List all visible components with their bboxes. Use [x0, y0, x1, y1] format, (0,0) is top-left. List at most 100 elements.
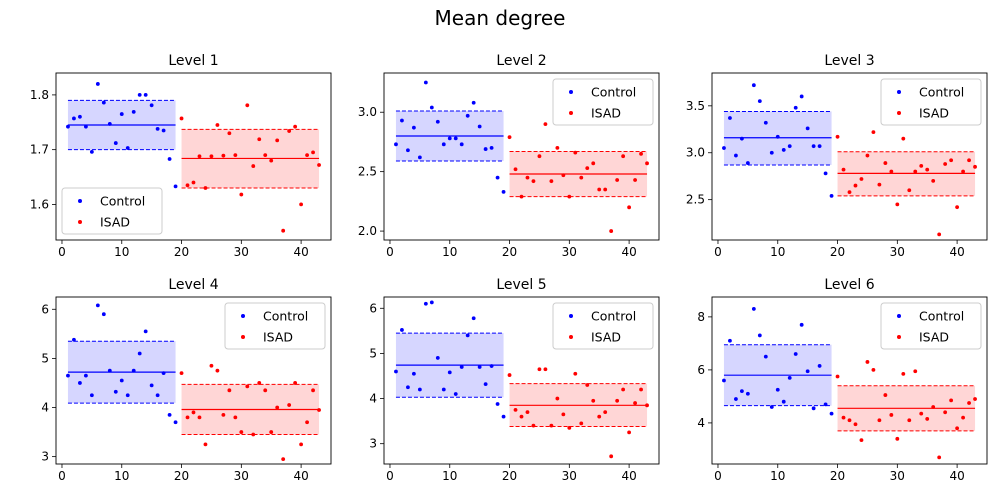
point-isad: [215, 123, 220, 127]
point-control: [400, 328, 404, 332]
point-control: [489, 145, 494, 150]
point-control: [89, 149, 94, 154]
point-isad: [179, 371, 184, 376]
point-isad: [895, 202, 900, 207]
y-tick-label: 8: [697, 310, 705, 324]
point-control: [483, 147, 488, 151]
point-control: [459, 365, 464, 369]
point-control: [83, 124, 88, 129]
legend-marker-control: [569, 314, 573, 318]
legend-marker-control: [897, 314, 901, 318]
legend-marker-control: [78, 199, 82, 203]
point-control: [495, 175, 500, 180]
x-tick-label: 40: [949, 245, 964, 259]
point-control: [143, 93, 148, 97]
point-control: [501, 189, 506, 194]
legend-label-control: Control: [919, 85, 964, 100]
point-control: [722, 146, 726, 150]
point-isad: [597, 187, 602, 192]
subplot-4: Level 4 0 10 20 30 40 3 4 5 6 Control ISAD: [41, 277, 332, 483]
x-tick-label: 30: [890, 245, 905, 259]
point-isad: [639, 151, 643, 156]
x-tick-label: 30: [234, 469, 249, 483]
point-control: [817, 364, 822, 368]
point-control: [435, 119, 440, 124]
point-isad: [835, 374, 840, 379]
point-control: [471, 100, 476, 105]
point-isad: [883, 393, 888, 397]
point-isad: [513, 407, 518, 412]
point-isad: [543, 367, 548, 372]
legend: Control ISAD: [61, 187, 163, 235]
point-isad: [925, 417, 930, 421]
point-control: [817, 144, 822, 149]
point-control: [394, 142, 398, 147]
point-isad: [841, 167, 846, 172]
x-tick-label: 20: [174, 469, 189, 483]
point-control: [173, 420, 178, 425]
legend-label-isad: ISAD: [919, 106, 949, 121]
point-isad: [537, 154, 542, 159]
point-control: [441, 387, 446, 392]
point-isad: [287, 403, 292, 407]
point-isad: [835, 134, 840, 139]
point-isad: [573, 371, 578, 376]
point-isad: [317, 163, 321, 167]
point-isad: [269, 430, 274, 434]
point-control: [769, 405, 774, 409]
legend-box: [224, 302, 326, 350]
legend-marker-isad: [78, 220, 82, 224]
point-isad: [901, 136, 906, 141]
point-control: [781, 148, 786, 152]
point-isad: [865, 360, 870, 364]
point-control: [417, 387, 422, 392]
point-control: [453, 136, 458, 141]
point-isad: [299, 442, 304, 447]
x-tick-label: 10: [442, 469, 457, 483]
point-isad: [525, 175, 530, 180]
point-isad: [841, 415, 846, 420]
point-isad: [609, 229, 614, 233]
axes-frame: [383, 296, 660, 465]
subplot-6: Level 6 0 10 20 30 40 4 6 8 Control ISAD: [697, 277, 988, 483]
legend-label-isad: ISAD: [263, 330, 293, 345]
point-isad: [305, 420, 309, 425]
y-tick-label: 6: [41, 302, 49, 316]
point-isad: [937, 455, 942, 460]
legend-label-control: Control: [591, 85, 636, 100]
y-tick-label: 5: [41, 351, 49, 365]
point-isad: [955, 426, 960, 431]
axes-frame: [383, 72, 660, 241]
point-isad: [919, 163, 924, 168]
point-control: [161, 128, 166, 133]
point-isad: [507, 135, 512, 140]
point-control: [459, 142, 464, 147]
legend-marker-control: [569, 90, 573, 94]
point-isad: [287, 129, 292, 133]
x-tick-label: 10: [770, 245, 785, 259]
legend-box: [880, 302, 982, 350]
legend-label-control: Control: [263, 309, 308, 324]
point-control: [799, 322, 804, 327]
point-isad: [275, 138, 280, 143]
legend: Control ISAD: [552, 78, 654, 126]
point-isad: [603, 187, 608, 192]
legend-box: [552, 302, 654, 350]
point-control: [465, 333, 470, 338]
subplot-5: Level 5 0 10 20 30 40 3 4 5 6 Control ISAD: [369, 277, 660, 483]
point-control: [447, 136, 452, 141]
x-tick-label: 40: [949, 469, 964, 483]
point-control: [763, 120, 768, 125]
x-tick-label: 10: [114, 469, 129, 483]
point-isad: [233, 415, 238, 420]
point-control: [83, 373, 88, 378]
point-isad: [245, 384, 250, 389]
x-tick-label: 10: [114, 245, 129, 259]
point-control: [763, 354, 768, 359]
x-tick-label: 40: [621, 245, 636, 259]
point-isad: [567, 194, 572, 199]
point-isad: [609, 454, 614, 459]
point-control: [161, 371, 166, 376]
point-isad: [973, 397, 977, 401]
